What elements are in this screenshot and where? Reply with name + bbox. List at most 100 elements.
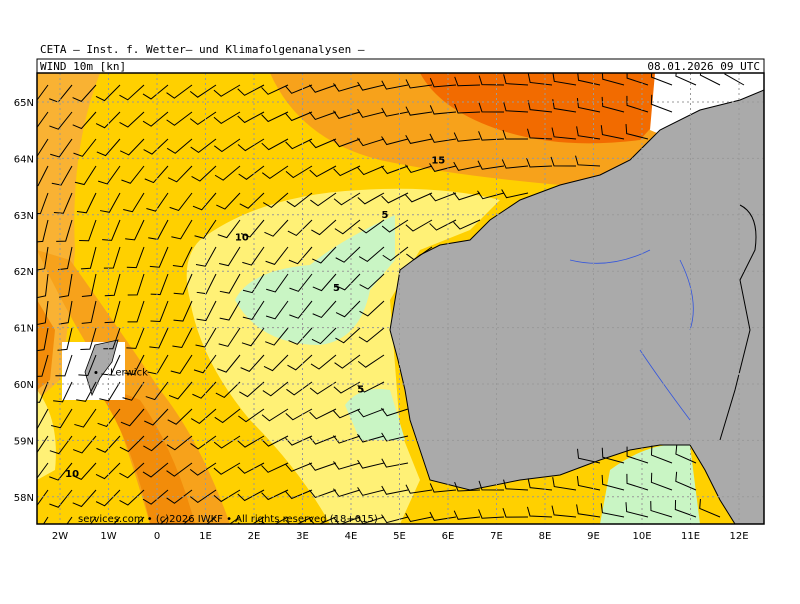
lon-label: 4E bbox=[345, 531, 358, 542]
wind-barb bbox=[99, 192, 121, 213]
field-green bbox=[345, 389, 405, 440]
wind-barb bbox=[626, 95, 649, 113]
wind-barb bbox=[699, 73, 721, 86]
wind-barb bbox=[357, 459, 385, 469]
wind-barb bbox=[650, 472, 673, 491]
wind-barb bbox=[577, 73, 601, 86]
wind-barb bbox=[37, 246, 49, 271]
wind-barb bbox=[119, 462, 145, 479]
wind-barb bbox=[287, 219, 313, 237]
wind-barb bbox=[309, 408, 337, 420]
wind-barb bbox=[237, 462, 265, 474]
field-green bbox=[235, 215, 395, 345]
field-dark-orange bbox=[90, 380, 195, 524]
wind-barb bbox=[237, 489, 265, 502]
wind-barb bbox=[95, 462, 121, 480]
lat-label: 65N bbox=[14, 98, 34, 109]
wind-barb bbox=[167, 165, 193, 183]
wind-barb bbox=[37, 111, 49, 129]
wind-barb bbox=[171, 219, 193, 240]
wind-barb bbox=[190, 138, 217, 154]
wind-barb bbox=[189, 84, 217, 98]
wind-barb bbox=[81, 273, 97, 298]
wind-barb bbox=[216, 192, 241, 210]
wind-barb bbox=[149, 246, 169, 268]
wind-barb bbox=[142, 111, 169, 127]
wind-barb bbox=[55, 354, 73, 377]
wind-barb bbox=[265, 246, 289, 265]
wind-barb bbox=[359, 273, 385, 290]
wind-barb bbox=[358, 327, 385, 343]
wind-barb bbox=[381, 514, 409, 524]
wind-barb bbox=[503, 74, 529, 86]
wind-barb bbox=[173, 273, 193, 295]
valid-time: 08.01.2026 09 UTC bbox=[647, 60, 760, 73]
wind-barb bbox=[309, 111, 337, 121]
wind-barb bbox=[333, 138, 361, 148]
wind-barb bbox=[429, 511, 457, 521]
wind-barb bbox=[237, 516, 265, 524]
wind-barb bbox=[96, 435, 121, 453]
wind-barb bbox=[263, 354, 289, 372]
wind-barb bbox=[309, 462, 337, 471]
field-red-orange bbox=[420, 73, 700, 144]
wind-barb bbox=[600, 125, 625, 140]
wind-barb bbox=[49, 435, 73, 455]
wind-barb bbox=[80, 246, 97, 270]
wind-barb bbox=[237, 84, 265, 96]
wind-barb bbox=[309, 381, 337, 395]
wind-barb bbox=[454, 481, 481, 492]
wind-barb bbox=[123, 192, 145, 213]
wind-barb bbox=[261, 489, 289, 501]
wind-barb bbox=[51, 408, 73, 429]
wind-barb bbox=[101, 354, 121, 376]
land bbox=[389, 89, 764, 524]
wind-barb bbox=[78, 354, 97, 376]
wind-barb bbox=[675, 73, 697, 86]
wind-barb bbox=[166, 111, 193, 126]
wind-barb bbox=[150, 273, 169, 296]
wind-barb bbox=[49, 111, 73, 130]
wind-barb bbox=[358, 246, 385, 262]
wind-barb bbox=[189, 111, 217, 125]
wind-barb bbox=[381, 165, 409, 175]
wind-barb bbox=[170, 354, 193, 374]
wind-barb bbox=[333, 435, 361, 444]
wind-barb bbox=[79, 219, 97, 242]
place-label: Lerwick bbox=[110, 368, 148, 379]
contour-label: 10 bbox=[235, 232, 249, 243]
wind-barb bbox=[429, 105, 457, 115]
wind-barb bbox=[189, 462, 217, 476]
wind-barb bbox=[285, 516, 313, 524]
wind-barb bbox=[310, 192, 337, 207]
wind-barb bbox=[37, 273, 49, 299]
map-title: CETA – Inst. f. Wetter– und Klimafolgena… bbox=[40, 43, 365, 56]
wind-barb bbox=[166, 462, 193, 477]
wind-barb bbox=[242, 300, 265, 321]
wind-barb bbox=[37, 219, 49, 243]
wind-barb bbox=[239, 192, 265, 209]
wind-barb bbox=[285, 84, 313, 94]
wind-barb bbox=[169, 192, 193, 212]
wind-barb bbox=[453, 219, 481, 230]
wind-barb bbox=[126, 246, 145, 269]
wind-barb bbox=[309, 516, 337, 524]
wind-barb bbox=[551, 505, 577, 518]
wind-barb bbox=[148, 219, 169, 240]
wind-barb bbox=[214, 138, 241, 153]
wind-barb bbox=[95, 489, 121, 507]
wind-barb bbox=[312, 273, 337, 292]
wind-barb bbox=[136, 516, 145, 524]
wind-barb bbox=[218, 327, 241, 347]
wind-barb bbox=[576, 476, 601, 491]
wind-barb bbox=[552, 73, 577, 86]
wind-barb bbox=[37, 84, 49, 101]
lon-label: 7E bbox=[490, 531, 503, 542]
wind-barb bbox=[242, 246, 265, 266]
wind-barb bbox=[144, 408, 169, 426]
wind-barb bbox=[238, 408, 265, 423]
wind-barb bbox=[80, 327, 97, 351]
wind-barb bbox=[309, 138, 337, 149]
wind-barb bbox=[37, 381, 49, 403]
